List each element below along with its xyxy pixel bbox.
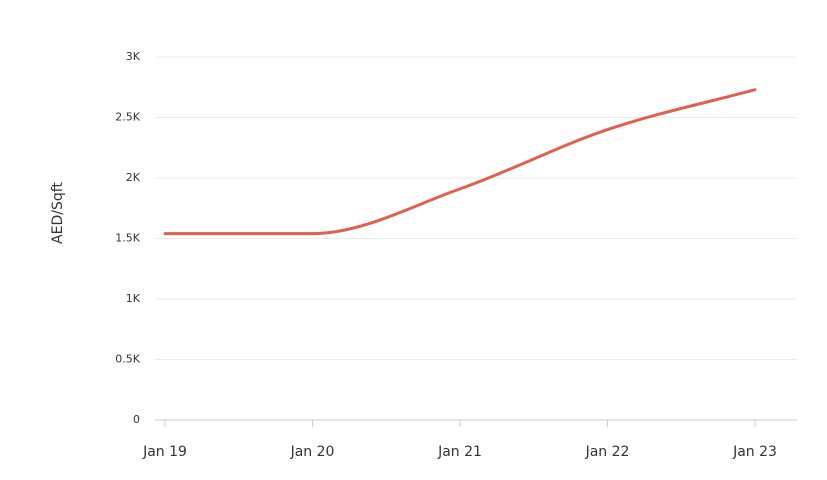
y-tick-label: 1.5K [115,232,140,245]
y-tick-label: 1K [126,292,141,305]
y-tick-label: 2K [126,171,141,184]
x-tick-label: Jan 20 [290,444,335,460]
x-tick-label: Jan 22 [585,444,630,460]
x-tick-label: Jan 19 [142,444,187,460]
line [163,88,757,236]
y-tick-label: 3K [126,50,141,63]
y-axis-label: AED/Sqft [50,182,66,244]
x-tick-label: Jan 21 [437,444,482,460]
x-tick-label: Jan 23 [732,444,777,460]
y-tick-label: 2.5K [115,111,140,124]
y-tick-label: 0 [133,413,140,426]
y-tick-label: 0.5K [115,353,140,366]
